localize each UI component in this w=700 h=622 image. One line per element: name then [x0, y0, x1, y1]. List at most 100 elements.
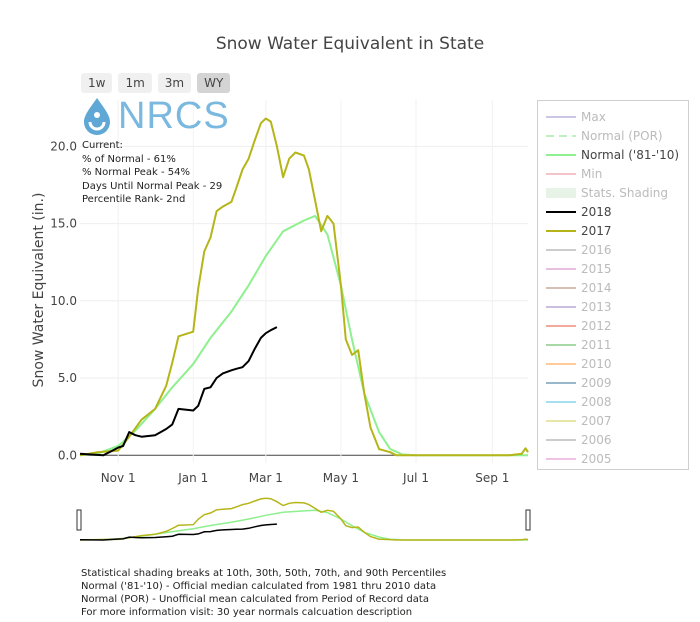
legend-swatch [546, 419, 576, 422]
legend-item-2017[interactable]: 2017 [538, 221, 612, 240]
legend-item-2015[interactable]: 2015 [538, 259, 612, 278]
legend-label: Min [581, 166, 603, 181]
y-tick-label: 5.0 [58, 371, 77, 385]
y-axis-label: Snow Water Equivalent (in.) [31, 193, 47, 388]
legend-label: 2009 [581, 375, 612, 390]
range-slider-line-2017 [79, 497, 529, 541]
range-slider-right-handle[interactable] [525, 509, 531, 531]
footnotes: Statistical shading breaks at 10th, 30th… [81, 567, 446, 619]
legend-swatch [546, 153, 576, 156]
x-tick-label: Jan 1 [177, 471, 208, 485]
range-button-1m[interactable]: 1m [118, 73, 152, 93]
series-line-2017 [79, 117, 529, 457]
legend-swatch [546, 172, 576, 175]
legend-label: 2005 [581, 451, 612, 466]
chart-title: Snow Water Equivalent in State [215, 34, 485, 54]
legend-label: 2018 [581, 204, 612, 219]
x-tick-label: Nov 1 [101, 471, 136, 485]
legend-item-min[interactable]: Min [538, 164, 602, 183]
x-tick-label: Sep 1 [475, 471, 509, 485]
legend-label: 2015 [581, 261, 612, 276]
legend-item-2005[interactable]: 2005 [538, 449, 612, 468]
stats-heading: Current: [82, 140, 123, 151]
stat-pct-normal: % of Normal - 61% [82, 153, 176, 165]
legend-swatch [546, 362, 576, 365]
legend-swatch [546, 343, 576, 346]
legend-swatch [546, 210, 576, 213]
legend-label: 2013 [581, 299, 612, 314]
legend-swatch [546, 400, 576, 403]
legend-swatch [546, 305, 576, 308]
legend-item-2007[interactable]: 2007 [538, 411, 612, 430]
legend-item-2012[interactable]: 2012 [538, 316, 612, 335]
grid-lines [80, 100, 528, 463]
legend-item-normal-por-[interactable]: Normal (POR) [538, 126, 663, 145]
y-tick-label: 0.0 [58, 448, 77, 462]
range-slider-line-2018 [79, 523, 277, 541]
series-line-2018 [79, 326, 278, 457]
legend-item-2016[interactable]: 2016 [538, 240, 612, 259]
range-slider-left-handle[interactable] [76, 509, 82, 531]
range-button-1w[interactable]: 1w [81, 73, 113, 93]
legend-swatch [546, 187, 576, 198]
series-line-normal-81-10- [79, 214, 528, 457]
legend-swatch [546, 115, 576, 118]
legend-swatch [546, 324, 576, 327]
stat-pct-normal-peak: % Normal Peak - 54% [82, 167, 190, 178]
legend-item-normal-81-10-[interactable]: Normal ('81-'10) [538, 145, 679, 164]
legend-label: 2016 [581, 242, 612, 257]
legend-label: Normal ('81-'10) [581, 147, 680, 162]
stat-days-until-peak: Days Until Normal Peak - 29 [82, 180, 223, 192]
legend-label: 2008 [581, 394, 612, 409]
range-button-wy[interactable]: WY [197, 73, 231, 93]
x-tick-labels: Nov 1 Jan 1 Mar 1 May 1 Jul 1 Sep 1 [101, 471, 510, 485]
legend-item-2010[interactable]: 2010 [538, 354, 612, 373]
legend-label: 2010 [581, 356, 612, 371]
x-tick-label: May 1 [323, 471, 359, 485]
y-tick-label: 20.0 [50, 139, 77, 153]
legend-label: 2014 [581, 280, 612, 295]
range-button-3m[interactable]: 3m [157, 73, 192, 93]
range-selector: 1w 1m 3m WY [81, 73, 231, 93]
legend-item-2018[interactable]: 2018 [538, 202, 612, 221]
nrcs-logo: NRCS [80, 96, 230, 136]
legend-item-stats-shading[interactable]: Stats. Shading [538, 183, 668, 202]
legend-item-2006[interactable]: 2006 [538, 430, 612, 449]
legend-label: 2006 [581, 432, 612, 447]
legend-item-2009[interactable]: 2009 [538, 373, 612, 392]
range-slider[interactable] [76, 487, 531, 549]
legend-item-2011[interactable]: 2011 [538, 335, 612, 354]
legend-item-max[interactable]: Max [538, 107, 606, 126]
legend-swatch [546, 229, 576, 232]
footnote: Statistical shading breaks at 10th, 30th… [81, 568, 447, 579]
legend-item-2008[interactable]: 2008 [538, 392, 612, 411]
y-tick-labels: 0.0 5.0 10.0 15.0 20.0 [50, 139, 77, 462]
legend-label: 2011 [581, 337, 612, 352]
legend: Max Normal (POR) Normal ('81-'10) Min Stats.… [537, 100, 689, 470]
stat-percentile-rank: Percentile Rank- 2nd [82, 194, 186, 205]
water-drop-icon [84, 98, 110, 135]
series-lines [79, 117, 529, 457]
footnote: Normal (POR) - Unofficial mean calculate… [81, 594, 429, 605]
footnote: Normal ('81-'10) - Official median calcu… [81, 581, 437, 592]
legend-item-2013[interactable]: 2013 [538, 297, 612, 316]
legend-label: Stats. Shading [581, 185, 669, 200]
x-tick-label: Jul 1 [402, 471, 429, 485]
logo-text: NRCS [118, 95, 230, 137]
legend-swatch [546, 134, 576, 137]
legend-swatch [546, 457, 576, 460]
legend-label: 2007 [581, 413, 612, 428]
legend-label: Max [581, 109, 606, 124]
footnote: For more information visit: 30 year norm… [81, 607, 413, 618]
legend-swatch [546, 381, 576, 384]
legend-swatch [546, 267, 576, 270]
legend-swatch [546, 248, 576, 251]
legend-swatch [546, 286, 576, 289]
y-tick-label: 15.0 [50, 217, 77, 231]
y-tick-label: 10.0 [50, 294, 77, 308]
legend-item-2014[interactable]: 2014 [538, 278, 612, 297]
current-stats: Current: % of Normal - 61% % Normal Peak… [82, 139, 222, 207]
legend-swatch [546, 438, 576, 441]
x-tick-label: Mar 1 [249, 471, 283, 485]
